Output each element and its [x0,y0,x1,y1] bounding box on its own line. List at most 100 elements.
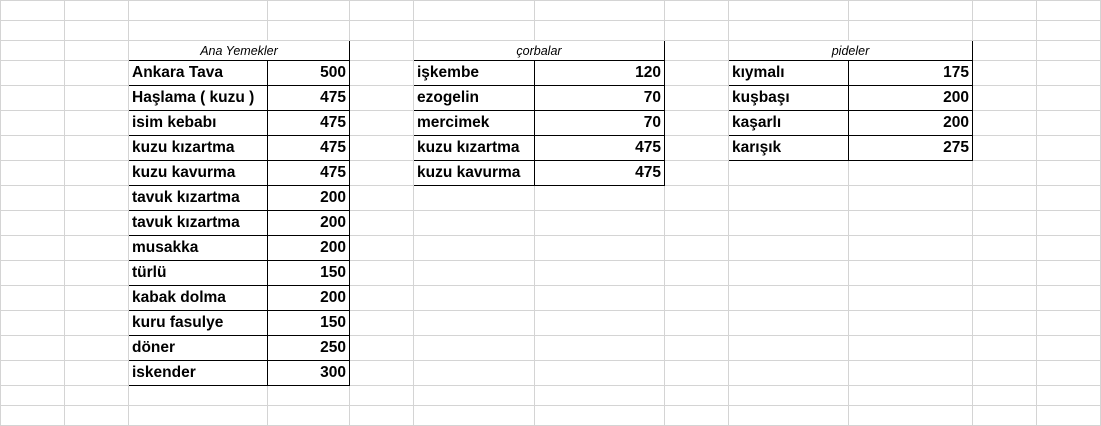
cell[interactable] [972,110,1037,136]
cell[interactable] [349,310,414,336]
cell[interactable] [413,20,535,41]
cell[interactable] [972,160,1037,186]
cell[interactable] [1036,210,1101,236]
cell[interactable] [128,0,268,21]
cell[interactable] [0,85,65,111]
item-price-cell[interactable]: 475 [267,135,350,161]
cell[interactable] [534,210,665,236]
cell[interactable] [0,405,65,426]
cell[interactable] [0,310,65,336]
item-price-cell[interactable]: 475 [267,110,350,136]
cell[interactable] [1036,285,1101,311]
cell[interactable] [267,0,350,21]
item-name-cell[interactable]: kuru fasulye [128,310,268,336]
item-price-cell[interactable]: 250 [267,335,350,361]
item-name-cell[interactable]: kuşbaşı [728,85,849,111]
item-price-cell[interactable]: 475 [534,160,665,186]
cell[interactable] [349,260,414,286]
cell[interactable] [848,260,973,286]
cell[interactable] [848,20,973,41]
cell[interactable] [664,60,729,86]
item-price-cell[interactable]: 275 [848,135,973,161]
item-price-cell[interactable]: 150 [267,260,350,286]
cell[interactable] [0,385,65,406]
item-name-cell[interactable]: döner [128,335,268,361]
cell[interactable] [267,405,350,426]
item-name-cell[interactable]: kabak dolma [128,285,268,311]
cell[interactable] [413,310,535,336]
item-name-cell[interactable]: Haşlama ( kuzu ) [128,85,268,111]
cell[interactable] [664,335,729,361]
cell[interactable] [1036,0,1101,21]
item-price-cell[interactable]: 150 [267,310,350,336]
item-name-cell[interactable]: musakka [128,235,268,261]
cell[interactable] [534,360,665,386]
cell[interactable] [349,405,414,426]
cell[interactable] [0,185,65,211]
cell[interactable] [413,360,535,386]
cell[interactable] [664,260,729,286]
cell[interactable] [64,235,129,261]
cell[interactable] [534,185,665,211]
cell[interactable] [664,235,729,261]
cell[interactable] [728,260,849,286]
cell[interactable] [1036,260,1101,286]
cell[interactable] [664,360,729,386]
cell[interactable] [972,40,1037,61]
cell[interactable] [728,335,849,361]
item-name-cell[interactable]: işkembe [413,60,535,86]
item-name-cell[interactable]: isim kebabı [128,110,268,136]
cell[interactable] [664,310,729,336]
cell[interactable] [728,235,849,261]
cell[interactable] [413,0,535,21]
cell[interactable] [972,385,1037,406]
cell[interactable] [664,85,729,111]
cell[interactable] [534,310,665,336]
item-name-cell[interactable]: türlü [128,260,268,286]
cell[interactable] [534,405,665,426]
cell[interactable] [534,260,665,286]
cell[interactable] [413,210,535,236]
cell[interactable] [0,20,65,41]
cell[interactable] [64,405,129,426]
cell[interactable] [848,185,973,211]
cell[interactable] [64,185,129,211]
cell[interactable] [664,185,729,211]
cell[interactable] [972,285,1037,311]
cell[interactable] [349,40,414,61]
cell[interactable] [972,185,1037,211]
cell[interactable] [664,20,729,41]
item-price-cell[interactable]: 175 [848,60,973,86]
cell[interactable] [972,335,1037,361]
item-price-cell[interactable]: 200 [267,185,350,211]
cell[interactable] [128,385,268,406]
cell[interactable] [267,385,350,406]
cell[interactable] [972,0,1037,21]
cell[interactable] [0,210,65,236]
cell[interactable] [728,210,849,236]
cell[interactable] [0,335,65,361]
cell[interactable] [349,60,414,86]
cell[interactable] [728,160,849,186]
item-price-cell[interactable]: 200 [848,85,973,111]
cell[interactable] [728,0,849,21]
cell[interactable] [728,285,849,311]
cell[interactable] [848,385,973,406]
cell[interactable] [848,360,973,386]
item-price-cell[interactable]: 200 [267,210,350,236]
cell[interactable] [1036,405,1101,426]
cell[interactable] [848,235,973,261]
cell[interactable] [972,20,1037,41]
item-name-cell[interactable]: tavuk kızartma [128,185,268,211]
cell[interactable] [1036,360,1101,386]
cell[interactable] [972,60,1037,86]
cell[interactable] [349,85,414,111]
cell[interactable] [0,40,65,61]
cell[interactable] [413,405,535,426]
item-price-cell[interactable]: 475 [267,85,350,111]
cell[interactable] [349,0,414,21]
cell[interactable] [413,260,535,286]
cell[interactable] [1036,135,1101,161]
cell[interactable] [64,135,129,161]
item-price-cell[interactable]: 200 [848,110,973,136]
